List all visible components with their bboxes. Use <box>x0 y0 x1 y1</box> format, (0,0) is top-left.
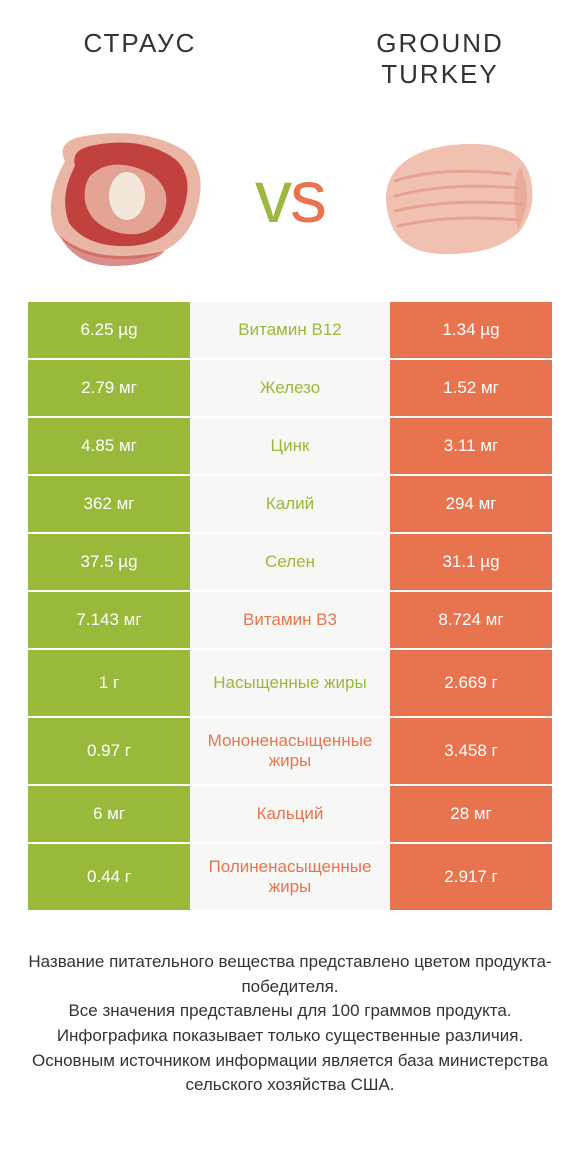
table-row: 0.97 гМононенасыщенные жиры3.458 г <box>28 716 552 784</box>
nutrient-label: Полиненасыщенные жиры <box>190 844 390 910</box>
table-row: 7.143 мгВитамин B38.724 мг <box>28 590 552 648</box>
nutrient-label: Витамин B3 <box>190 592 390 648</box>
table-row: 1 гНасыщенные жиры2.669 г <box>28 648 552 716</box>
right-value: 28 мг <box>390 786 552 842</box>
left-value: 6.25 µg <box>28 302 190 358</box>
footer-line: Основным источником информации является … <box>10 1049 570 1098</box>
left-value: 4.85 мг <box>28 418 190 474</box>
nutrient-label: Калий <box>190 476 390 532</box>
nutrient-label: Витамин B12 <box>190 302 390 358</box>
product-left-image <box>30 116 220 276</box>
nutrient-label: Насыщенные жиры <box>190 650 390 716</box>
left-value: 2.79 мг <box>28 360 190 416</box>
nutrient-label: Мононенасыщенные жиры <box>190 718 390 784</box>
left-value: 7.143 мг <box>28 592 190 648</box>
footer-notes: Название питательного вещества представл… <box>10 950 570 1098</box>
footer-line: Инфографика показывает только существенн… <box>10 1024 570 1049</box>
left-value: 37.5 µg <box>28 534 190 590</box>
nutrient-label: Цинк <box>190 418 390 474</box>
nutrient-table: 6.25 µgВитамин B121.34 µg2.79 мгЖелезо1.… <box>28 300 552 910</box>
left-value: 362 мг <box>28 476 190 532</box>
right-value: 3.458 г <box>390 718 552 784</box>
nutrient-label: Кальций <box>190 786 390 842</box>
footer-line: Название питательного вещества представл… <box>10 950 570 999</box>
right-value: 2.669 г <box>390 650 552 716</box>
right-value: 3.11 мг <box>390 418 552 474</box>
right-value: 294 мг <box>390 476 552 532</box>
footer-line: Все значения представлены для 100 граммо… <box>10 999 570 1024</box>
header: СТРАУС GROUND TURKEY <box>0 0 580 110</box>
table-row: 4.85 мгЦинк3.11 мг <box>28 416 552 474</box>
right-value: 2.917 г <box>390 844 552 910</box>
vs-row: vs <box>0 110 580 300</box>
table-row: 6 мгКальций28 мг <box>28 784 552 842</box>
right-value: 1.34 µg <box>390 302 552 358</box>
right-value: 8.724 мг <box>390 592 552 648</box>
title-left: СТРАУС <box>40 28 240 59</box>
nutrient-label: Селен <box>190 534 390 590</box>
table-row: 362 мгКалий294 мг <box>28 474 552 532</box>
left-value: 0.44 г <box>28 844 190 910</box>
product-right-image <box>360 116 550 276</box>
left-value: 1 г <box>28 650 190 716</box>
table-row: 2.79 мгЖелезо1.52 мг <box>28 358 552 416</box>
table-row: 6.25 µgВитамин B121.34 µg <box>28 300 552 358</box>
title-right: GROUND TURKEY <box>340 28 540 90</box>
left-value: 0.97 г <box>28 718 190 784</box>
table-row: 0.44 гПолиненасыщенные жиры2.917 г <box>28 842 552 910</box>
infographic-wrap: СТРАУС GROUND TURKEY vs 6.25 µgВитамин B <box>0 0 580 1098</box>
right-value: 31.1 µg <box>390 534 552 590</box>
nutrient-label: Железо <box>190 360 390 416</box>
right-value: 1.52 мг <box>390 360 552 416</box>
table-row: 37.5 µgСелен31.1 µg <box>28 532 552 590</box>
vs-label: vs <box>255 154 325 239</box>
left-value: 6 мг <box>28 786 190 842</box>
